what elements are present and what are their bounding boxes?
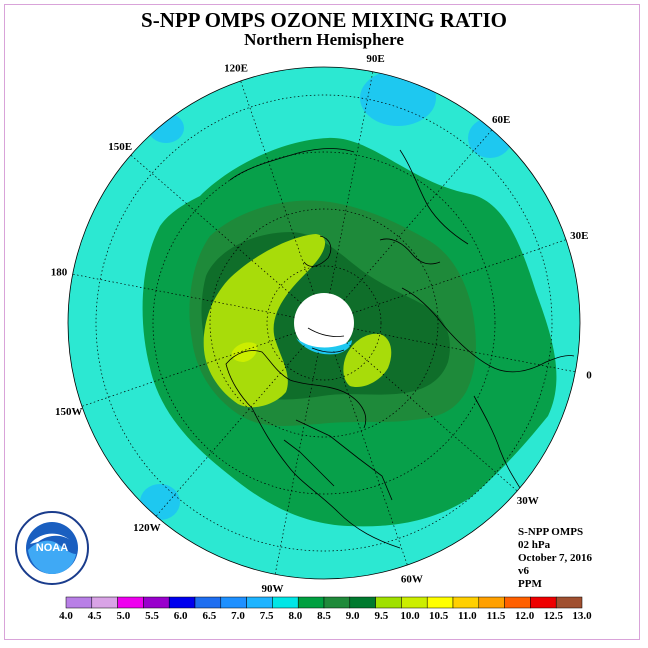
version-label: v6 (518, 565, 529, 577)
longitude-label: 30W (517, 495, 539, 507)
colorbar-swatch (401, 596, 428, 609)
meridian-line (352, 239, 567, 314)
colorbar-tick-label: 10.5 (429, 610, 449, 622)
colorbar-tick-label: 9.0 (346, 610, 360, 622)
colorbar-swatch (143, 596, 170, 609)
colorbar-swatch (504, 596, 531, 609)
noaa-logo: NOAA (15, 511, 89, 585)
map-boundary (67, 66, 581, 580)
colorbar-tick-label: 12.5 (544, 610, 564, 622)
noaa-logo-text: NOAA (36, 542, 68, 554)
colorbar-tick-label: 4.0 (59, 610, 73, 622)
colorbar-tick-label: 7.0 (231, 610, 245, 622)
colorbar-tick-label: 5.0 (116, 610, 130, 622)
colorbar-swatch (246, 596, 273, 609)
meridian-line (329, 71, 374, 294)
longitude-label: 90W (261, 583, 283, 595)
colorbar-tick-label: 8.0 (288, 610, 302, 622)
colorbar-tick-label: 6.5 (202, 610, 216, 622)
meridian-line (353, 328, 576, 373)
info-block: S-NPP OMPS 02 hPa October 7, 2016 v6 PPM (518, 526, 592, 591)
date-label: October 7, 2016 (518, 552, 593, 564)
meridian-line (155, 345, 305, 517)
colorbar-swatch (323, 596, 351, 609)
colorbar-swatch (91, 596, 118, 609)
colorbar-swatch (168, 596, 196, 609)
pressure-label: 02 hPa (518, 539, 551, 551)
meridian-line (343, 129, 493, 301)
colorbar-swatch (478, 596, 505, 609)
longitude-label: 60W (401, 573, 423, 585)
colorbar-swatch (65, 596, 93, 609)
colorbar-swatch (272, 596, 299, 609)
colorbar: 4.0 4.5 5.0 5.5 6.0 6.5 7.0 7.5 8.0 8.5 9.0 9.5 10.0… (59, 596, 592, 622)
colorbar-swatch (426, 596, 454, 609)
map-title: S-NPP OMPS OZONE MIXING RATIO (141, 8, 507, 32)
longitude-label: 150W (55, 406, 83, 418)
colorbar-tick-label: 4.5 (88, 610, 102, 622)
longitude-label: 150E (108, 141, 132, 153)
colorbar-swatch (117, 596, 144, 609)
ozone-band-10.0-10.5 (231, 342, 258, 362)
longitude-label: 0 (586, 370, 592, 382)
colorbar-swatch (530, 596, 557, 609)
longitude-label: 60E (492, 114, 510, 126)
longitude-label: 180 (51, 266, 68, 278)
colorbar-tick-label: 8.5 (317, 610, 331, 622)
meridian-line (274, 352, 319, 575)
ozone-patch-7.0 (296, 338, 352, 355)
meridian-line (130, 154, 302, 304)
ozone-patch-7.0 (360, 70, 436, 126)
colorbar-swatch (220, 596, 247, 609)
ozone-patch-7.0 (148, 113, 184, 143)
meridian-line (81, 332, 296, 407)
figure-frame (4, 4, 640, 640)
colorbar-swatch (375, 596, 402, 609)
ozone-patch-7.0 (140, 484, 180, 520)
coastlines (225, 148, 575, 549)
colorbar-tick-label: 10.0 (400, 610, 420, 622)
colorbar-tick-label: 11.0 (458, 610, 477, 622)
meridian-line (72, 273, 295, 318)
colorbar-swatch (349, 596, 376, 609)
longitude-label: 30E (570, 230, 588, 242)
latitude-lines (95, 94, 553, 552)
colorbar-tick-label: 6.0 (174, 610, 188, 622)
colorbar-swatch (194, 596, 222, 609)
longitude-label: 90E (366, 53, 384, 65)
meridian-line (346, 342, 518, 492)
map-subtitle: Northern Hemisphere (244, 30, 404, 49)
longitude-labels: 90E 60E 30E 0 30W 60W 90W 120W 150W 180 150E 120E (51, 53, 593, 595)
no-data-area (294, 293, 354, 353)
colorbar-tick-label: 11.5 (487, 610, 506, 622)
longitude-label: 120E (224, 63, 248, 75)
meridian-line (240, 80, 315, 295)
longitude-lines (72, 71, 576, 575)
units-label: PPM (518, 578, 542, 590)
colorbar-tick-label: 9.5 (374, 610, 388, 622)
colorbar-swatch (297, 596, 325, 609)
colorbar-tick-label: 7.5 (260, 610, 274, 622)
instrument-label: S-NPP OMPS (518, 526, 584, 538)
colorbar-swatch (452, 596, 480, 609)
colorbar-swatch (555, 596, 583, 609)
colorbar-tick-label: 5.5 (145, 610, 159, 622)
longitude-label: 120W (133, 522, 161, 534)
colorbar-tick-label: 13.0 (572, 610, 592, 622)
ozone-band-9.5-10.0 (203, 234, 326, 408)
meridian-line (333, 351, 408, 566)
colorbar-tick-label: 12.0 (515, 610, 535, 622)
